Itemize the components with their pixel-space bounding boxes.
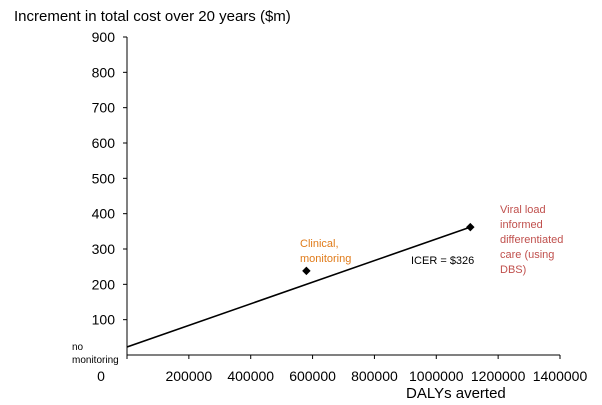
point-clinical-monitoring	[302, 266, 311, 276]
x-tick-label: 1200000	[471, 368, 526, 384]
point-viral-load	[466, 222, 475, 232]
y-tick-label: 100	[92, 312, 116, 328]
y-tick-label: 600	[92, 135, 116, 151]
y-tick-label: 300	[92, 241, 116, 257]
x-tick-label: 800000	[351, 368, 398, 384]
y-tick-label: 800	[92, 64, 116, 80]
y-tick-label: 700	[92, 100, 116, 116]
x-tick-label: 600000	[289, 368, 336, 384]
y-tick-label: 400	[92, 206, 116, 222]
point-label-clinical-monitoring: Clinical, monitoring	[300, 238, 351, 265]
y-tick-label: 200	[92, 276, 116, 292]
point-label-viral-load: Viral load informed differentiated care (us…	[500, 204, 563, 276]
x-tick-label: 1000000	[409, 368, 464, 384]
y-tick-label: 500	[92, 170, 116, 186]
y-axis-title: Increment in total cost over 20 years ($…	[14, 8, 291, 25]
x-axis-title: DALYs averted	[406, 385, 506, 402]
y-tick-label: 900	[92, 29, 116, 45]
point-label-no-monitoring: no monitoring	[72, 342, 119, 366]
frontier-line	[126, 226, 471, 348]
x-tick-label: 0	[97, 368, 105, 384]
x-tick-label: 200000	[165, 368, 212, 384]
x-tick-label: 400000	[227, 368, 274, 384]
icer-annotation: ICER = $326	[411, 255, 474, 267]
x-tick-label: 1400000	[533, 368, 588, 384]
